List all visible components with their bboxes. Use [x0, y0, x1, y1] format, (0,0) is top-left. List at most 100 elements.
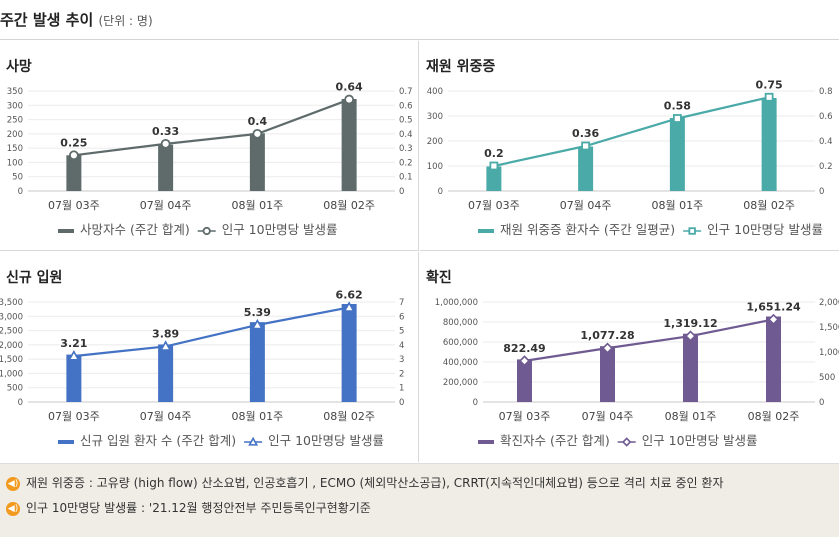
bar-3 — [341, 304, 357, 402]
bar-3 — [766, 316, 781, 402]
y-left-tick-label: 0 — [438, 187, 443, 197]
rate-data-label: 0.64 — [336, 81, 363, 94]
y-left-tick-label: 400,000 — [443, 358, 478, 368]
bar-3 — [341, 99, 357, 191]
y-right-tick-label: 0 — [819, 398, 824, 408]
x-tick-label: 08월 01주 — [232, 410, 284, 423]
note-rate-basis: ◀) 인구 10만명당 발생률 : '21.12월 행정안전부 주민등록인구현황기… — [6, 499, 371, 517]
chart-title: 확진 — [426, 269, 452, 286]
y-right-tick-label: 0.2 — [819, 162, 833, 172]
bar-0 — [486, 166, 502, 191]
y-right-tick-label: 5 — [399, 327, 404, 337]
chart-title: 재원 위중증 — [426, 59, 495, 75]
y-right-tick-label: 0.1 — [399, 173, 413, 183]
rate-point-0 — [489, 161, 499, 171]
y-right-tick-label: 7 — [399, 298, 404, 308]
x-tick-label: 07월 04주 — [582, 410, 634, 423]
rate-point-1 — [160, 138, 171, 149]
bar-2 — [249, 133, 265, 191]
y-left-tick-label: 500 — [7, 384, 23, 394]
rate-point-2 — [672, 114, 682, 123]
y-left-tick-label: 0 — [473, 398, 478, 408]
footer-notes: ◀) 재원 위중증 : 고유량 (high flow) 산소요법, 인공호흡기 ,… — [0, 463, 839, 537]
rate-line — [524, 318, 774, 362]
rate-data-label: 822.49 — [503, 342, 545, 355]
y-left-tick-label: 3,500 — [0, 298, 23, 308]
rate-point-legend — [202, 226, 211, 236]
y-right-tick-label: 500 — [819, 373, 835, 383]
rate-point-0 — [68, 349, 80, 361]
rate-data-label: 0.75 — [756, 78, 783, 91]
bar-2 — [683, 333, 698, 402]
legend-bar-swatch — [58, 440, 74, 444]
chart-grid: 사망 0 50 100 150 200 250 300 350 0 0.1 0.2 0.3 0.4 0.5 0… — [0, 41, 839, 462]
y-left-tick-label: 100 — [427, 162, 443, 172]
rate-line — [73, 98, 350, 157]
rate-data-label: 0.2 — [484, 147, 504, 160]
chart-panel-confirmed: 확진 0 200,000 400,000 600,000 800,000 1,000,000… — [420, 252, 839, 462]
y-left-tick-label: 50 — [12, 173, 23, 183]
bar-1 — [158, 344, 174, 402]
rate-point-1 — [581, 141, 591, 151]
x-tick-label: 07월 04주 — [140, 199, 192, 212]
y-left-tick-label: 100 — [7, 158, 23, 168]
y-left-tick-label: 300 — [427, 112, 443, 122]
rate-data-label: 0.58 — [664, 100, 691, 113]
y-right-tick-label: 0 — [399, 398, 404, 408]
rate-data-label: 0.4 — [248, 115, 268, 128]
bar-1 — [600, 346, 615, 402]
legend-bar-swatch — [478, 229, 494, 233]
rate-point-3 — [344, 94, 355, 105]
y-right-tick-label: 1,500 — [819, 323, 839, 333]
confirmed-chart: 확진 0 200,000 400,000 600,000 800,000 1,000,000… — [426, 269, 839, 448]
legend-bar-swatch — [58, 229, 74, 233]
y-left-tick-label: 200 — [7, 130, 23, 140]
y-right-tick-label: 0 — [819, 187, 824, 197]
y-right-tick-label: 0.2 — [399, 158, 413, 168]
y-right-tick-label: 0 — [399, 187, 404, 197]
legend-bar-label: 재원 위중증 환자수 (주간 일평균) — [500, 222, 675, 237]
rate-data-label: 1,319.12 — [663, 317, 717, 330]
y-left-tick-label: 0 — [18, 187, 23, 197]
chart-panel-severe: 재원 위중증 0 100 200 300 400 0 0.2 0.4 0.6 0.8 07월 03주 0… — [420, 41, 839, 251]
x-tick-label: 07월 03주 — [48, 199, 100, 212]
y-left-tick-label: 200,000 — [443, 378, 478, 388]
y-right-tick-label: 2 — [399, 369, 404, 379]
y-left-tick-label: 1,000 — [0, 369, 23, 379]
bar-1 — [578, 146, 594, 191]
y-right-tick-label: 0.4 — [399, 130, 413, 140]
y-right-tick-label: 1 — [399, 384, 404, 394]
speaker-icon: ◀) — [6, 476, 20, 491]
x-tick-label: 08월 02주 — [743, 199, 795, 212]
x-tick-label: 07월 04주 — [140, 410, 192, 423]
admission-chart: 신규 입원 0 500 1,000 1,500 2,000 2,500 3,000 3,500 0… — [0, 270, 404, 448]
rate-data-label: 6.62 — [336, 288, 363, 301]
note-text: 재원 위중증 : 고유량 (high flow) 산소요법, 인공호흡기 , E… — [26, 476, 724, 490]
rate-data-label: 0.33 — [152, 125, 179, 138]
y-right-tick-label: 3 — [399, 355, 404, 365]
y-left-tick-label: 350 — [7, 87, 23, 97]
unit-label: (단위 : 명) — [98, 14, 153, 28]
rate-point-3 — [764, 92, 774, 102]
legend-bar-label: 신규 입원 환자 수 (주간 합계) — [80, 433, 236, 448]
note-text: 인구 10만명당 발생률 : '21.12월 행정안전부 주민등록인구현황기준 — [26, 501, 371, 515]
page-header: 주간 발생 추이 (단위 : 명) — [0, 0, 839, 40]
y-left-tick-label: 300 — [7, 101, 23, 111]
x-tick-label: 08월 02주 — [748, 410, 800, 423]
rate-point-legend — [688, 227, 696, 235]
legend-line-label: 인구 10만명당 발생률 — [222, 222, 338, 237]
x-tick-label: 07월 03주 — [48, 410, 100, 423]
y-right-tick-label: 2,000 — [819, 298, 839, 308]
rate-line — [73, 306, 350, 358]
rate-point-2 — [252, 128, 263, 139]
x-tick-label: 08월 01주 — [652, 199, 704, 212]
rate-point-legend — [248, 436, 259, 446]
x-tick-label: 07월 04주 — [560, 199, 612, 212]
rate-data-label: 1,077.28 — [580, 329, 634, 342]
legend-line-label: 인구 10만명당 발생률 — [707, 222, 823, 237]
rate-point-1 — [159, 340, 172, 351]
y-right-tick-label: 0.7 — [399, 87, 413, 97]
y-left-tick-label: 400 — [427, 87, 443, 97]
death-chart: 사망 0 50 100 150 200 250 300 350 0 0.1 0.2 0.3 0.4 0.5 0… — [6, 58, 413, 237]
legend-bar-label: 확진자수 (주간 합계) — [500, 433, 610, 448]
